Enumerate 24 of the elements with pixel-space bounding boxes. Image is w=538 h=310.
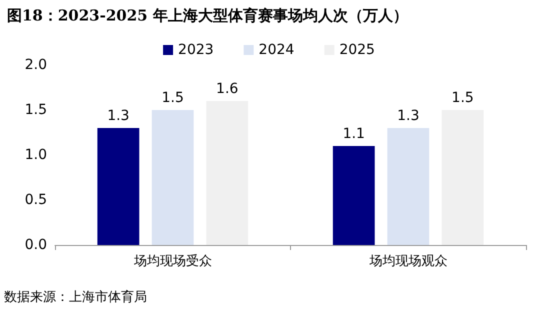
legend-label: 2025	[339, 42, 375, 58]
data-label: 1.3	[107, 108, 130, 124]
bar	[206, 101, 248, 245]
x-tick-label: 场均现场观众	[368, 254, 448, 269]
data-label: 1.6	[216, 81, 238, 97]
y-tick-label: 0.5	[24, 192, 47, 208]
data-label: 1.3	[397, 108, 420, 124]
legend-label: 2023	[178, 42, 214, 58]
chart-title: 图18：2023-2025 年上海大型体育赛事场均人次（万人）	[7, 6, 408, 24]
data-label: 1.5	[162, 90, 184, 106]
data-label: 1.5	[452, 90, 474, 106]
y-tick-label: 1.0	[24, 147, 47, 163]
bar	[442, 110, 484, 245]
x-tick-label: 场均现场受众	[132, 254, 212, 269]
legend-label: 2024	[258, 42, 294, 58]
y-tick-label: 1.5	[24, 102, 47, 118]
bar	[97, 128, 140, 245]
y-tick-label: 0.0	[24, 237, 47, 253]
bar	[152, 110, 194, 245]
bar	[387, 128, 430, 245]
source-note: 数据来源：上海市体育局	[4, 289, 147, 305]
data-label: 1.1	[342, 126, 365, 142]
bar	[332, 146, 375, 245]
y-tick-label: 2.0	[24, 57, 47, 73]
